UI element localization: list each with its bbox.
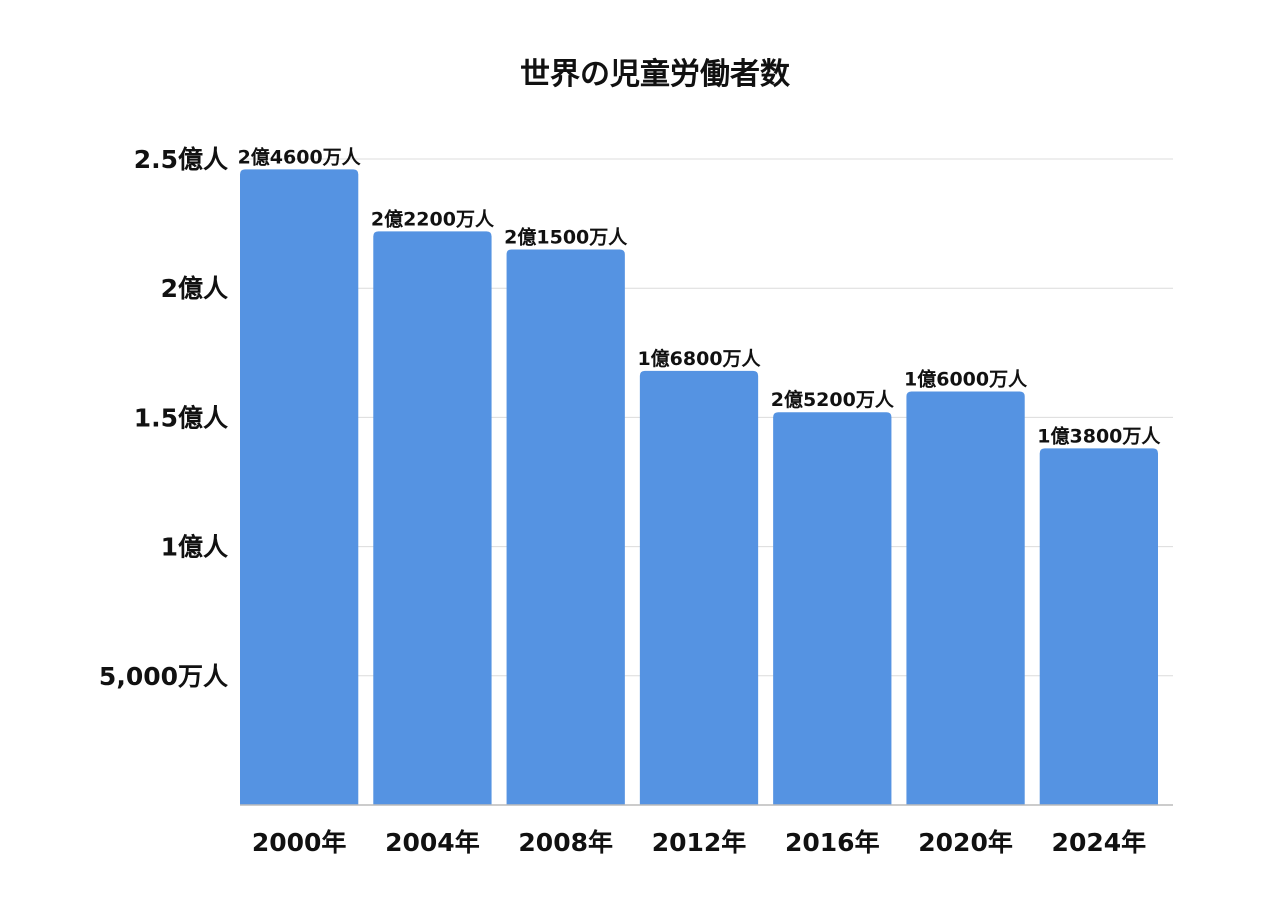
y-tick-label: 2億人 bbox=[161, 274, 228, 303]
bar bbox=[506, 249, 625, 805]
data-label: 1億6000万人 bbox=[904, 368, 1028, 391]
bar bbox=[240, 169, 359, 805]
x-tick-label: 2016年 bbox=[785, 828, 880, 857]
bars bbox=[240, 169, 1158, 806]
x-tick-label: 2020年 bbox=[918, 828, 1013, 857]
data-label: 1億3800万人 bbox=[1037, 424, 1161, 447]
bar bbox=[906, 391, 1025, 805]
data-label: 1億6800万人 bbox=[637, 347, 761, 370]
data-label: 2億5200万人 bbox=[771, 388, 895, 411]
y-tick-label: 5,000万人 bbox=[99, 662, 228, 691]
bar bbox=[639, 370, 759, 805]
x-tick-label: 2008年 bbox=[518, 828, 613, 857]
x-tick-label: 2012年 bbox=[652, 828, 747, 857]
x-tick-label: 2004年 bbox=[385, 828, 480, 857]
x-tick-label: 2000年 bbox=[252, 828, 347, 857]
y-axis-tick-labels: 5,000万人 1億人 1.5億人 2億人 2.5億人 bbox=[99, 145, 228, 691]
x-tick-label: 2024年 bbox=[1052, 828, 1147, 857]
bar bbox=[1039, 448, 1158, 805]
data-label: 2億2200万人 bbox=[371, 207, 495, 230]
data-labels: 2億4600万人 2億2200万人 2億1500万人 1億6800万人 2億5200万人… bbox=[238, 145, 1162, 447]
chart-title: 世界の児童労働者数 bbox=[520, 57, 791, 92]
bar bbox=[773, 412, 892, 805]
y-tick-label: 2.5億人 bbox=[134, 145, 228, 174]
data-label: 2億1500万人 bbox=[504, 225, 628, 248]
bar bbox=[373, 231, 492, 806]
y-tick-label: 1.5億人 bbox=[134, 403, 228, 432]
y-tick-label: 1億人 bbox=[161, 533, 228, 562]
data-label: 2億4600万人 bbox=[238, 145, 362, 168]
x-axis-tick-labels: 2000年 2004年 2008年 2012年 2016年 2020年 2024年 bbox=[252, 828, 1146, 857]
